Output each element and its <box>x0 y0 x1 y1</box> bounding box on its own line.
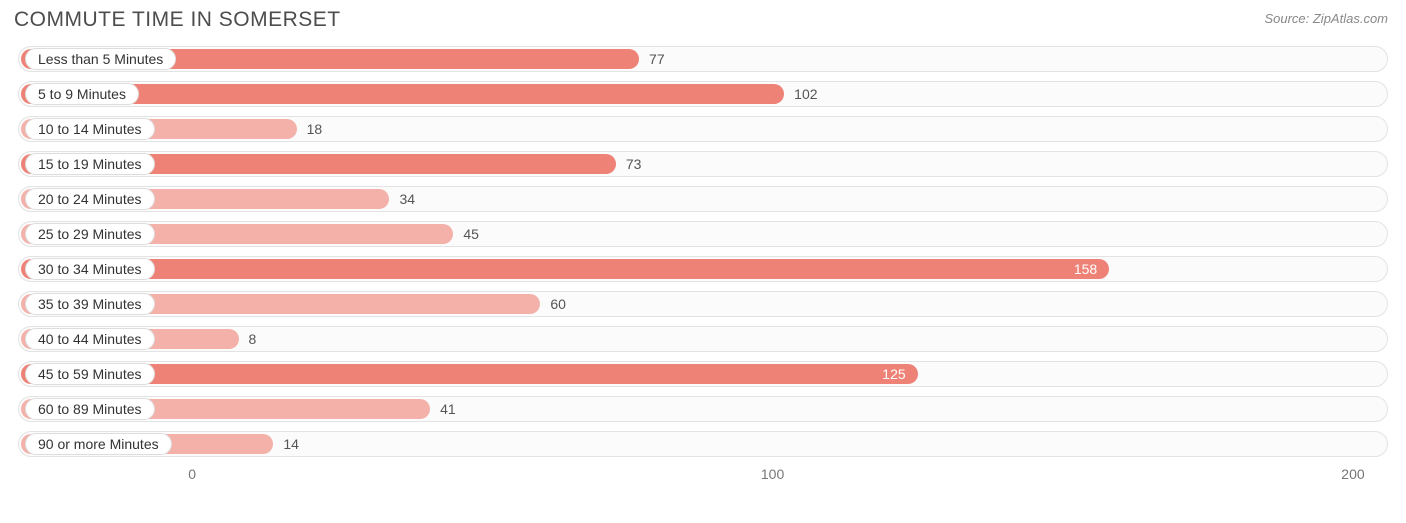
value-label: 102 <box>794 86 817 102</box>
x-tick: 200 <box>1341 466 1364 482</box>
bar-fill <box>21 364 918 384</box>
category-pill: 45 to 59 Minutes <box>25 363 155 385</box>
chart-title: COMMUTE TIME IN SOMERSET <box>14 8 341 32</box>
bar-row: Less than 5 Minutes 77 <box>18 46 1388 72</box>
bar-row: 30 to 34 Minutes 158 <box>18 256 1388 282</box>
category-pill: 15 to 19 Minutes <box>25 153 155 175</box>
category-pill: 10 to 14 Minutes <box>25 118 155 140</box>
x-tick: 100 <box>761 466 784 482</box>
category-pill: 60 to 89 Minutes <box>25 398 155 420</box>
value-label: 14 <box>283 436 299 452</box>
bar-fill <box>21 259 1109 279</box>
chart-area: Less than 5 Minutes 77 5 to 9 Minutes 102 10… <box>18 46 1388 457</box>
value-label: 158 <box>1074 261 1097 277</box>
category-pill: 20 to 24 Minutes <box>25 188 155 210</box>
bar-row: 10 to 14 Minutes 18 <box>18 116 1388 142</box>
category-pill: 90 or more Minutes <box>25 433 172 455</box>
bar-row: 20 to 24 Minutes 34 <box>18 186 1388 212</box>
category-pill: Less than 5 Minutes <box>25 48 176 70</box>
value-label: 18 <box>307 121 323 137</box>
chart-header: COMMUTE TIME IN SOMERSET Source: ZipAtla… <box>0 0 1406 32</box>
bar-row: 5 to 9 Minutes 102 <box>18 81 1388 107</box>
category-pill: 30 to 34 Minutes <box>25 258 155 280</box>
x-tick: 0 <box>188 466 196 482</box>
value-label: 34 <box>399 191 415 207</box>
x-axis: 0 100 200 <box>18 466 1388 496</box>
value-label: 60 <box>550 296 566 312</box>
category-pill: 25 to 29 Minutes <box>25 223 155 245</box>
bar-row: 35 to 39 Minutes 60 <box>18 291 1388 317</box>
category-pill: 5 to 9 Minutes <box>25 83 139 105</box>
value-label: 41 <box>440 401 456 417</box>
category-pill: 35 to 39 Minutes <box>25 293 155 315</box>
value-label: 77 <box>649 51 665 67</box>
bar-row: 15 to 19 Minutes 73 <box>18 151 1388 177</box>
bar-row: 25 to 29 Minutes 45 <box>18 221 1388 247</box>
bar-row: 60 to 89 Minutes 41 <box>18 396 1388 422</box>
bar-row: 45 to 59 Minutes 125 <box>18 361 1388 387</box>
bar-row: 90 or more Minutes 14 <box>18 431 1388 457</box>
value-label: 73 <box>626 156 642 172</box>
category-pill: 40 to 44 Minutes <box>25 328 155 350</box>
value-label: 8 <box>249 331 257 347</box>
value-label: 45 <box>463 226 479 242</box>
value-label: 125 <box>882 366 905 382</box>
chart-source: Source: ZipAtlas.com <box>1264 8 1388 26</box>
bar-row: 40 to 44 Minutes 8 <box>18 326 1388 352</box>
